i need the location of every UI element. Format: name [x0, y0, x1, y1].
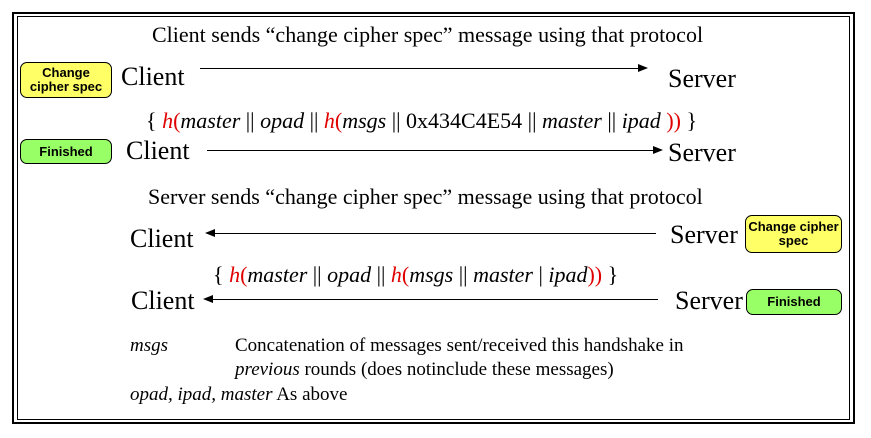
server-label-2: Server [668, 138, 736, 167]
msgs-definition-line1: Concatenation of messages sent/received … [235, 335, 684, 356]
formula-server-finished: { h(master || opad || h(msgs || master |… [213, 262, 619, 287]
arrow-client-to-server-2 [207, 150, 655, 151]
inner-frame [17, 16, 850, 420]
arrowhead-right-2 [653, 146, 663, 154]
msgs-definition-line2: previous rounds (does notinclude these m… [235, 359, 614, 380]
change-cipher-spec-badge-server: Change cipher spec [745, 215, 842, 253]
client-label-4: Client [131, 286, 195, 315]
msgs-term: msgs [130, 335, 169, 356]
client-label-3: Client [130, 224, 194, 253]
client-label-1: Client [121, 62, 185, 91]
server-label-3: Server [670, 220, 738, 249]
client-label-2: Client [126, 136, 190, 165]
outer-frame [12, 12, 855, 424]
arrow-server-to-client-4 [212, 299, 658, 300]
arrowhead-left-4 [203, 295, 213, 303]
change-cipher-spec-badge-client: Change cipher spec [20, 62, 112, 98]
server-label-1: Server [668, 64, 736, 93]
server-label-4: Server [675, 286, 743, 315]
finished-badge-client: Finished [20, 139, 112, 164]
server-ccs-heading: Server sends “change cipher spec” messag… [148, 184, 703, 209]
arrowhead-left-3 [205, 229, 215, 237]
formula-client-finished: { h(master || opad || h(msgs || 0x434C4E… [146, 108, 698, 133]
client-ccs-heading: Client sends “change cipher spec” messag… [152, 22, 704, 47]
arrow-client-to-server-1 [200, 68, 640, 69]
arrow-server-to-client-3 [214, 233, 656, 234]
terms-as-above: opad, ipad, master As above [130, 384, 348, 405]
arrowhead-right-1 [638, 64, 648, 72]
finished-badge-server: Finished [746, 289, 842, 315]
